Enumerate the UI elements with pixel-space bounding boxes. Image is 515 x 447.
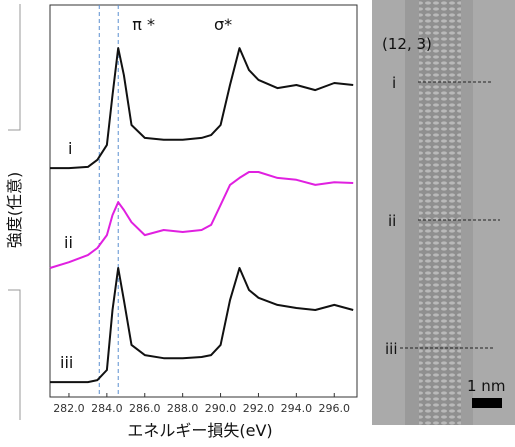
chirality-label: (12, 3) <box>382 35 432 53</box>
spectrum-line <box>49 171 354 269</box>
image-marker: iii <box>385 340 398 358</box>
tube-wall <box>419 0 461 425</box>
x-tick-label: 286.0 <box>129 402 161 415</box>
series-label: iii <box>60 353 73 372</box>
x-tick-label: 288.0 <box>167 402 199 415</box>
image-marker: ii <box>388 212 396 230</box>
x-tick-label: 292.0 <box>243 402 275 415</box>
series-label: i <box>68 139 72 158</box>
x-tick-label: 284.0 <box>91 402 123 415</box>
tem-image: (12, 3) i ii iii 1 nm <box>372 0 515 425</box>
x-tick-label: 294.0 <box>281 402 313 415</box>
tube-edge <box>405 0 419 425</box>
plot-frame <box>49 4 358 398</box>
annotation: σ* <box>214 15 232 34</box>
bracket <box>8 289 21 420</box>
bracket <box>8 4 21 131</box>
x-tick-label: 282.0 <box>53 402 85 415</box>
annotation: π * <box>132 15 155 34</box>
spectrum-line <box>50 267 354 384</box>
scale-bar-label: 1 nm <box>467 377 505 395</box>
x-tick-label: 290.0 <box>205 402 237 415</box>
scale-bar <box>472 398 502 408</box>
tube-edge <box>461 0 473 425</box>
image-marker: i <box>392 74 396 92</box>
x-tick-label: 296.0 <box>319 402 351 415</box>
spectrum-line <box>50 47 354 170</box>
y-axis-label: 強度(任意) <box>5 172 24 249</box>
x-axis-label: エネルギー損失(eV) <box>127 421 272 440</box>
series-label: ii <box>64 233 73 252</box>
